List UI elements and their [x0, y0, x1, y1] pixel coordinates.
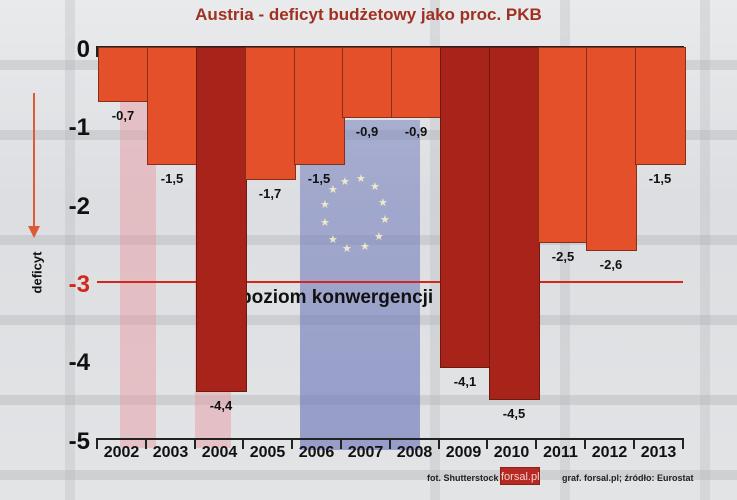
- bar-2013: [635, 47, 686, 165]
- bar-value-label: -1,5: [307, 171, 331, 186]
- eu-flag: [300, 120, 420, 450]
- bar-2012: [586, 47, 637, 251]
- y-tick-label: 0: [76, 36, 90, 63]
- bar-value-label: -0,9: [355, 124, 379, 139]
- bar-2002: [98, 47, 149, 102]
- bar-value-label: -4,5: [502, 406, 526, 421]
- background-column: [65, 0, 75, 500]
- eu-star-icon: ★: [328, 233, 338, 246]
- photo-credit: fot. Shutterstock: [427, 473, 499, 483]
- bar-2006: [294, 47, 345, 165]
- forsal-logo: forsal.pl: [500, 467, 540, 485]
- background-beam: [0, 470, 737, 480]
- eu-star-icon: ★: [328, 183, 338, 196]
- convergence-line: [97, 281, 683, 283]
- y-tick-label: -3: [68, 271, 90, 298]
- eu-star-icon: ★: [356, 172, 366, 185]
- y-tick-label: -2: [68, 193, 90, 220]
- eu-star-icon: ★: [320, 216, 330, 229]
- bottom-axis-tick: [584, 438, 586, 449]
- eu-star-icon: ★: [374, 230, 384, 243]
- eu-star-icon: ★: [370, 180, 380, 193]
- bar-value-label: -4,1: [453, 374, 477, 389]
- x-tick-label: 2010: [493, 444, 530, 461]
- bottom-axis-tick: [535, 438, 537, 449]
- background-column: [560, 0, 570, 500]
- bottom-axis-tick: [389, 438, 391, 449]
- bar-2008: [391, 47, 442, 118]
- bottom-axis-tick: [486, 438, 488, 449]
- bar-2004: [196, 47, 247, 392]
- bottom-axis-tick: [340, 438, 342, 449]
- bottom-axis-tick: [194, 438, 196, 449]
- bar-value-label: -0,7: [111, 108, 135, 123]
- bar-2003: [147, 47, 198, 165]
- bar-2011: [538, 47, 589, 243]
- background-column: [700, 0, 710, 500]
- bottom-axis-tick: [633, 438, 635, 449]
- eu-star-icon: ★: [342, 242, 352, 255]
- bottom-axis-tick: [682, 438, 684, 449]
- top-axis-tick: [96, 46, 98, 57]
- x-tick-label: 2006: [298, 444, 335, 461]
- bottom-axis-tick: [145, 438, 147, 449]
- eu-star-icon: ★: [320, 198, 330, 211]
- source-credit: graf. forsal.pl; źródło: Eurostat: [562, 473, 694, 483]
- bottom-axis-tick: [96, 438, 98, 449]
- bar-value-label: -1,5: [648, 171, 672, 186]
- bottom-axis-tick: [438, 438, 440, 449]
- bar-value-label: -1,5: [160, 171, 184, 186]
- x-tick-label: 2011: [543, 444, 578, 461]
- background-column: [430, 0, 440, 500]
- eu-star-icon: ★: [380, 213, 390, 226]
- bottom-axis-tick: [242, 438, 244, 449]
- x-tick-label: 2008: [396, 444, 433, 461]
- bar-value-label: -2,5: [551, 249, 575, 264]
- x-tick-label: 2004: [201, 444, 238, 461]
- bar-value-label: -0,9: [404, 124, 428, 139]
- y-axis-label: deficyt: [29, 251, 45, 294]
- x-tick-label: 2007: [347, 444, 384, 461]
- x-tick-label: 2002: [103, 444, 140, 461]
- bar-2009: [440, 47, 491, 368]
- x-tick-label: 2012: [591, 444, 628, 461]
- x-tick-label: 2009: [445, 444, 482, 461]
- eu-star-icon: ★: [378, 196, 388, 209]
- convergence-label: poziom konwergencji: [240, 287, 434, 308]
- bar-2007: [342, 47, 393, 118]
- chart-title: Austria - deficyt budżetowy jako proc. P…: [195, 5, 542, 24]
- bar-value-label: -1,7: [258, 186, 282, 201]
- x-tick-label: 2013: [640, 444, 677, 461]
- deficit-arrow: [33, 93, 35, 228]
- bar-2010: [489, 47, 540, 400]
- bottom-axis-tick: [291, 438, 293, 449]
- arrow-down-icon: [28, 226, 40, 238]
- y-tick-label: -5: [68, 428, 90, 455]
- bar-value-label: -4,4: [209, 398, 233, 413]
- eu-star-icon: ★: [340, 175, 350, 188]
- bar-2005: [245, 47, 296, 180]
- y-tick-label: -1: [68, 114, 90, 141]
- y-tick-label: -4: [68, 349, 90, 376]
- bar-value-label: -2,6: [599, 257, 623, 272]
- x-tick-label: 2005: [249, 444, 286, 461]
- eu-star-icon: ★: [360, 240, 370, 253]
- x-tick-label: 2003: [152, 444, 189, 461]
